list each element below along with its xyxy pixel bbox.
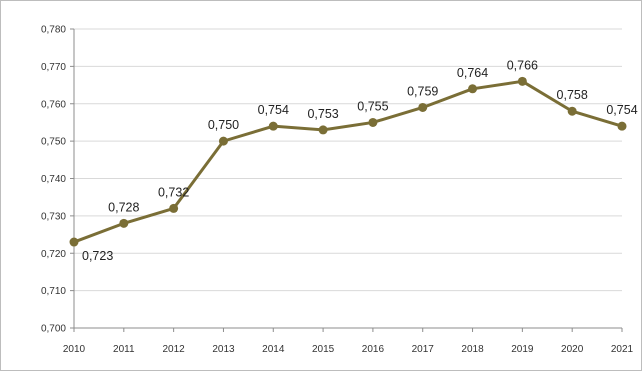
data-label: 0,753 <box>307 107 338 121</box>
data-label: 0,766 <box>507 58 538 72</box>
y-tick-label: 0,730 <box>41 211 66 222</box>
gridlines <box>74 28 622 292</box>
y-tick-label: 0,750 <box>41 137 66 148</box>
y-tick-label: 0,770 <box>41 62 66 73</box>
data-point <box>517 76 527 86</box>
data-point <box>268 121 278 131</box>
y-axis-tick-labels: 0,700 0,710 0,720 0,730 0,740 0,750 0,760 0,770… <box>41 25 66 335</box>
data-point <box>468 84 478 94</box>
x-tick-label: 2013 <box>212 344 235 355</box>
x-tick-label: 2017 <box>412 344 435 355</box>
data-label: 0,728 <box>108 200 139 214</box>
data-label: 0,764 <box>457 66 488 80</box>
axes <box>70 28 623 332</box>
data-label: 0,754 <box>606 103 637 117</box>
data-label: 0,758 <box>557 88 588 102</box>
data-point <box>617 121 627 131</box>
data-labels: 0,723 0,728 0,732 0,750 0,754 0,753 0,755 0,759… <box>82 58 638 263</box>
x-tick-label: 2016 <box>362 344 385 355</box>
series-line <box>72 79 624 244</box>
data-label: 0,732 <box>158 185 189 199</box>
data-point <box>69 237 79 247</box>
x-tick-label: 2015 <box>312 344 335 355</box>
y-tick-label: 0,700 <box>41 324 66 335</box>
y-tick-label: 0,710 <box>41 286 66 297</box>
data-label: 0,723 <box>82 249 113 263</box>
data-point <box>418 102 428 112</box>
x-tick-label: 2021 <box>611 344 634 355</box>
x-tick-label: 2018 <box>461 344 484 355</box>
x-tick-label: 2012 <box>163 344 186 355</box>
series-line <box>72 79 624 244</box>
x-tick-label: 2010 <box>63 344 86 355</box>
y-tick-label: 0,720 <box>41 249 66 260</box>
data-label: 0,759 <box>407 84 438 98</box>
x-axis-tick-labels: 2010 2011 2012 2013 2014 2015 2016 2017 2018 2019… <box>63 344 634 355</box>
data-point <box>318 125 328 135</box>
x-tick-label: 2020 <box>561 344 584 355</box>
data-label: 0,755 <box>357 99 388 113</box>
data-label: 0,754 <box>258 103 289 117</box>
y-tick-label: 0,760 <box>41 99 66 110</box>
data-label: 0,750 <box>208 118 239 132</box>
data-point <box>119 218 129 228</box>
x-tick-label: 2014 <box>262 344 285 355</box>
data-point <box>368 117 378 127</box>
data-point <box>169 203 179 213</box>
y-tick-label: 0,740 <box>41 174 66 185</box>
data-point <box>567 106 577 116</box>
data-markers <box>69 76 627 247</box>
data-point <box>218 136 228 146</box>
y-tick-label: 0,780 <box>41 25 66 36</box>
x-tick-label: 2011 <box>113 344 135 355</box>
x-tick-label: 2019 <box>511 344 534 355</box>
